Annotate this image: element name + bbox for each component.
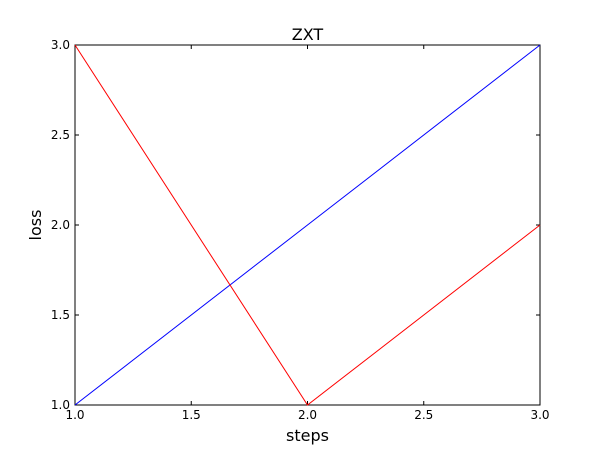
axis-tick-labels: 1.0 1.5 2.0 2.5 3.0 1.0 1.5 2.0 2.5 3.0 <box>51 38 550 422</box>
series-lines <box>74 44 541 406</box>
chart-title: ZXT <box>292 25 324 44</box>
x-tick-label: 2.0 <box>298 408 317 422</box>
series-line-1 <box>74 44 541 406</box>
y-tick-label: 1.0 <box>51 398 70 412</box>
y-tick-label: 2.0 <box>51 218 70 232</box>
x-axis-label: steps <box>286 426 329 445</box>
x-tick-label: 1.5 <box>182 408 201 422</box>
series-line-2 <box>74 44 541 406</box>
axis-ticks <box>74 44 541 406</box>
y-tick-label: 1.5 <box>51 308 70 322</box>
x-tick-label: 2.5 <box>414 408 433 422</box>
x-tick-label: 1.0 <box>65 408 84 422</box>
y-tick-label: 2.5 <box>51 128 70 142</box>
y-axis-label: loss <box>26 210 45 241</box>
x-tick-label: 3.0 <box>530 408 549 422</box>
y-tick-label: 3.0 <box>51 38 70 52</box>
